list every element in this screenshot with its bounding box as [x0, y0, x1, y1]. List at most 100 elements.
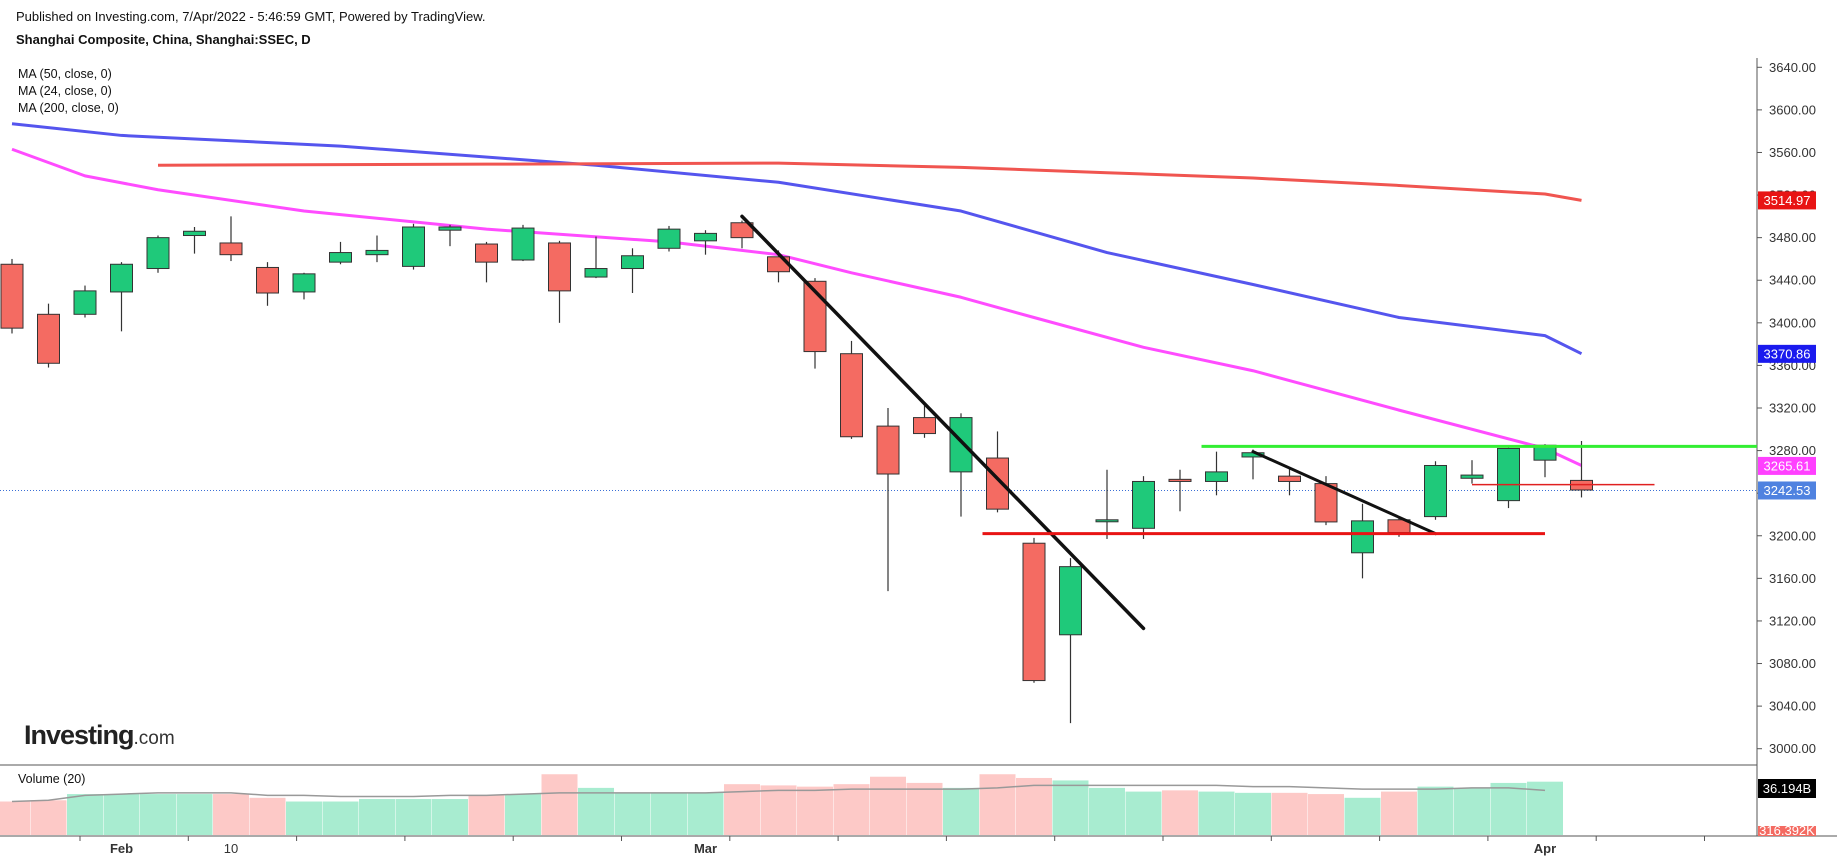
candle-body [146, 237, 170, 270]
candle-body [913, 417, 936, 435]
candle-body [0, 263, 24, 329]
y-tick-label: 3400.00 [1769, 315, 1816, 330]
price-label: 3514.97 [1764, 193, 1811, 208]
downtrend-line-small [1251, 450, 1437, 536]
price-label: 3370.86 [1764, 346, 1811, 361]
volume-bar [249, 797, 286, 835]
candle-body [1424, 464, 1447, 518]
candle-body [1351, 520, 1374, 554]
candle-body [1059, 566, 1082, 636]
downtrend-line-main [740, 214, 1146, 631]
y-tick-label: 3080.00 [1769, 656, 1816, 671]
candle-body [730, 222, 754, 239]
candle-body [949, 417, 973, 473]
y-tick-label: 3160.00 [1769, 571, 1816, 586]
candle-body [73, 290, 97, 315]
volume-hidden-label: 316.392K [1759, 823, 1815, 838]
volume-bar [1381, 791, 1417, 835]
volume-bar [1271, 792, 1308, 835]
candle-body [1168, 478, 1192, 482]
y-tick-label: 3280.00 [1769, 443, 1816, 458]
candle-body [548, 242, 571, 292]
candle-body [1460, 474, 1484, 479]
volume-bar [797, 786, 833, 835]
volume-bar [578, 787, 614, 835]
ma-line-200 [157, 161, 1582, 202]
x-tick-label: Mar [694, 841, 717, 856]
volume-bar [176, 794, 213, 835]
candle-body [110, 263, 133, 293]
price-label: 3265.61 [1764, 458, 1811, 473]
y-tick-label: 3640.00 [1769, 60, 1816, 75]
candle-body [694, 232, 717, 242]
volume-bar [505, 794, 541, 835]
volume-bar [140, 794, 176, 835]
candle-body [475, 243, 498, 263]
y-tick-label: 3480.00 [1769, 230, 1816, 245]
x-tick-label: 10 [224, 841, 238, 856]
volume-title[interactable]: Volume (20) [18, 772, 86, 786]
candle-body [621, 255, 644, 270]
y-tick-label: 3560.00 [1769, 145, 1816, 160]
volume-bar [943, 787, 979, 835]
y-tick-label: 3320.00 [1769, 401, 1816, 416]
volume-bar [286, 801, 322, 835]
volume-bar [870, 776, 906, 835]
volume-bar [1417, 786, 1454, 835]
candle-body [329, 252, 352, 263]
volume-hidden-label-box [1758, 826, 1816, 836]
ma-legend: MA (50, close, 0) MA (24, close, 0) MA (… [18, 66, 119, 117]
y-tick-label: 3040.00 [1769, 699, 1816, 714]
candle-body [767, 256, 790, 273]
candle-body [511, 227, 535, 261]
x-tick-label: Apr [1534, 841, 1556, 856]
candle-body [840, 353, 863, 438]
legend-ma200[interactable]: MA (200, close, 0) [18, 101, 119, 115]
legend-ma24[interactable]: MA (24, close, 0) [18, 84, 112, 98]
investing-logo: Investing.com [24, 720, 175, 750]
candle-body [876, 425, 900, 475]
volume-bar [1235, 792, 1271, 835]
candle-body [438, 226, 462, 231]
volume-bar [213, 794, 249, 835]
volume-label-box [1758, 779, 1816, 798]
volume-bar [30, 800, 67, 835]
y-tick-label: 3000.00 [1769, 741, 1816, 756]
y-tick-label: 3600.00 [1769, 102, 1816, 117]
price-label-box [1758, 344, 1816, 363]
volume-bar [687, 792, 724, 835]
price-label-box [1758, 456, 1816, 475]
volume-bar [395, 799, 432, 835]
price-label-box [1758, 191, 1816, 210]
volume-bar [1198, 791, 1235, 835]
volume-bar [322, 801, 359, 835]
candle-body [1497, 447, 1520, 502]
candle-body [183, 230, 206, 237]
y-tick-label: 3200.00 [1769, 528, 1816, 543]
candle-body [37, 313, 60, 364]
candle-body [219, 242, 243, 256]
volume-bar [1089, 787, 1125, 835]
y-tick-label: 3120.00 [1769, 613, 1816, 628]
legend-ma50[interactable]: MA (50, close, 0) [18, 67, 112, 81]
candle-body [1278, 475, 1301, 482]
volume-bar [541, 774, 578, 835]
ma-line-50 [11, 122, 1583, 356]
candle-body [402, 226, 425, 267]
candle-body [292, 273, 316, 293]
volume-bar [833, 784, 870, 835]
volume-label: 36.194B [1763, 781, 1811, 796]
candle-body [365, 249, 389, 256]
candle-body [1095, 519, 1119, 523]
ma-line-24 [11, 147, 1583, 467]
published-note: Published on Investing.com, 7/Apr/2022 -… [16, 9, 486, 24]
volume-bar [468, 795, 505, 835]
volume-bar [1527, 781, 1563, 835]
y-tick-label: 3440.00 [1769, 273, 1816, 288]
volume-bar [979, 774, 1016, 835]
volume-bar [1162, 790, 1198, 835]
volume-bar [651, 792, 687, 835]
volume-bar [0, 801, 30, 835]
volume-bar [1454, 787, 1490, 835]
